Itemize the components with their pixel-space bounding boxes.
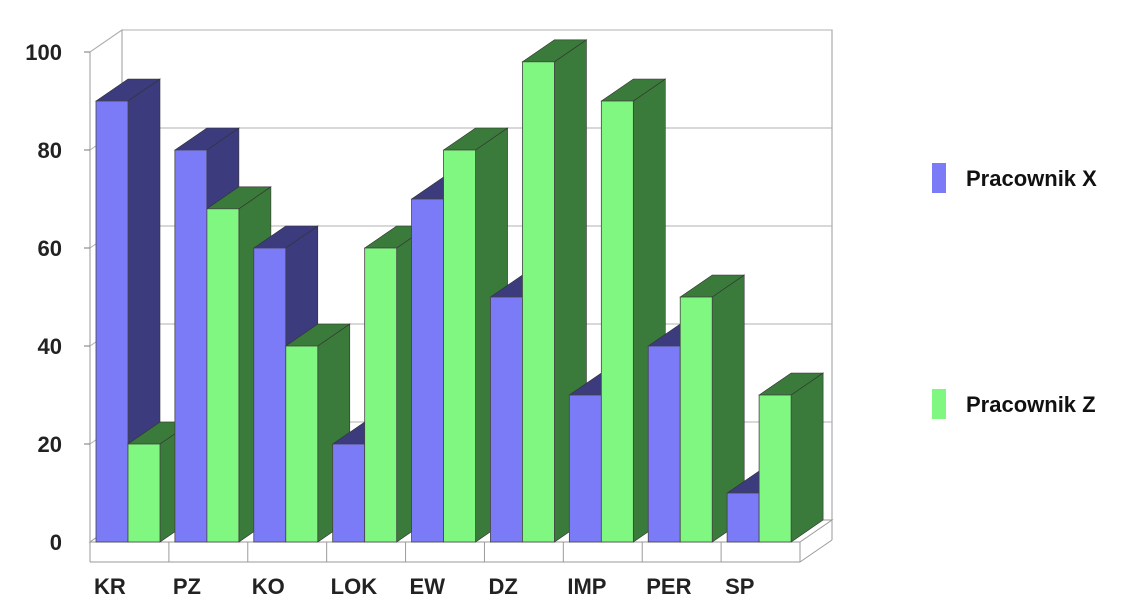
x-tick-label: IMP <box>567 574 606 597</box>
bar-front <box>647 345 681 543</box>
x-tick-label: PZ <box>173 574 201 597</box>
bars <box>95 39 825 543</box>
y-tick-label: 100 <box>25 40 62 65</box>
x-tick-label: SP <box>725 574 754 597</box>
legend-label: Pracownik Z <box>966 392 1096 417</box>
x-tick-label: LOK <box>331 574 378 597</box>
bar-front <box>364 247 398 543</box>
x-tick-label: KO <box>252 574 285 597</box>
y-tick-label: 0 <box>50 530 62 555</box>
x-tick-label: KR <box>94 574 126 597</box>
y-axis-ticks: 0 20 40 60 80 100 <box>25 40 62 555</box>
bar <box>679 274 746 543</box>
bar-front <box>522 61 555 543</box>
y-tick-label: 80 <box>38 138 62 163</box>
bar-front <box>332 443 366 543</box>
bar-front <box>285 345 319 543</box>
bar-front <box>411 198 444 543</box>
bar-front <box>600 100 634 543</box>
legend: Pracownik X Pracownik Z <box>932 163 1097 419</box>
legend-swatch <box>932 163 946 193</box>
bar-front <box>568 394 602 543</box>
bar-front <box>206 208 240 543</box>
x-tick-label: EW <box>410 574 446 597</box>
bar <box>284 323 351 543</box>
bar-side <box>790 372 824 543</box>
bar-front <box>253 247 287 543</box>
bar <box>758 372 825 543</box>
bar-front <box>726 492 760 543</box>
y-tick-label: 20 <box>38 432 62 457</box>
legend-label: Pracownik X <box>966 166 1097 191</box>
bar-front <box>127 443 161 543</box>
x-tick-label: DZ <box>488 574 517 597</box>
legend-swatch <box>932 389 946 419</box>
bar-front <box>758 394 792 543</box>
y-tick-label: 60 <box>38 236 62 261</box>
bar-front <box>95 100 129 543</box>
y-tick-label: 40 <box>38 334 62 359</box>
gridline <box>89 29 832 53</box>
bar-front <box>174 149 208 543</box>
floor-edge <box>799 539 833 563</box>
bar-front <box>443 149 476 543</box>
bar <box>95 78 161 543</box>
bar-front <box>679 296 713 543</box>
bar-front <box>490 296 523 543</box>
x-axis-ticks: KR PZ KO LOK EW DZ IMP PER SP <box>94 574 754 597</box>
x-tick-label: PER <box>646 574 691 597</box>
